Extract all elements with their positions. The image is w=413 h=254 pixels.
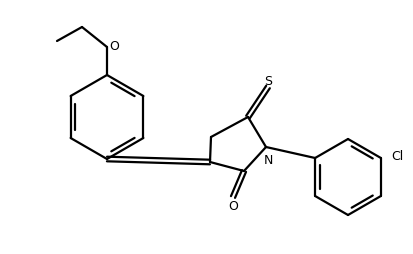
Text: S: S <box>263 74 271 87</box>
Text: Cl: Cl <box>390 150 402 163</box>
Text: O: O <box>228 200 237 213</box>
Text: O: O <box>109 39 119 52</box>
Text: N: N <box>263 153 272 166</box>
